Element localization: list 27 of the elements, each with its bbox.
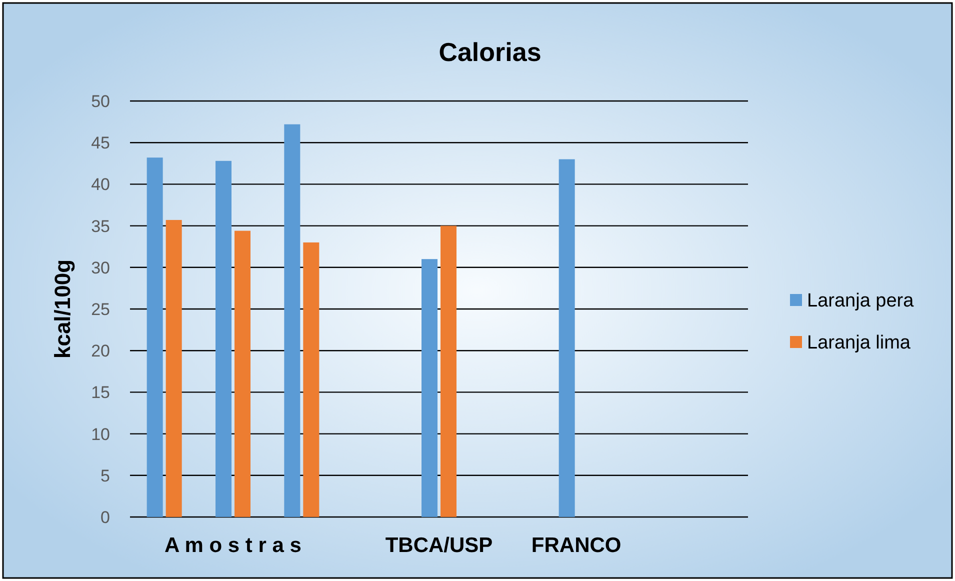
y-tick-label: 45 [91,134,110,153]
bar [558,159,575,517]
x-tick-label: A m o s t r a s [164,534,302,557]
y-tick-label: 15 [91,383,110,402]
y-tick-label: 50 [91,92,110,111]
y-tick-label: 30 [91,258,110,278]
y-tick-label: 25 [91,300,110,319]
legend-label: Laranja lima [807,332,911,354]
bar [146,158,163,517]
y-tick-label: 5 [100,466,110,486]
y-tick-label: 40 [91,175,110,194]
x-tick-label: FRANCO [531,534,622,557]
y-axis-title: kcal/100g [50,259,75,359]
bar [284,124,300,517]
chart-title: Calorias [438,37,542,67]
bar [166,220,182,517]
y-tick-label: 10 [91,424,110,444]
legend-label: Laranja pera [807,290,914,312]
bar [440,226,456,517]
y-tick-label: 20 [91,342,110,361]
y-tick-label: 0 [100,508,110,527]
bar [234,230,250,517]
x-tick-label: TBCA/USP [385,534,493,557]
bar [303,242,320,517]
bar [216,160,232,517]
y-tick-label: 35 [91,216,110,236]
bar [422,259,438,517]
